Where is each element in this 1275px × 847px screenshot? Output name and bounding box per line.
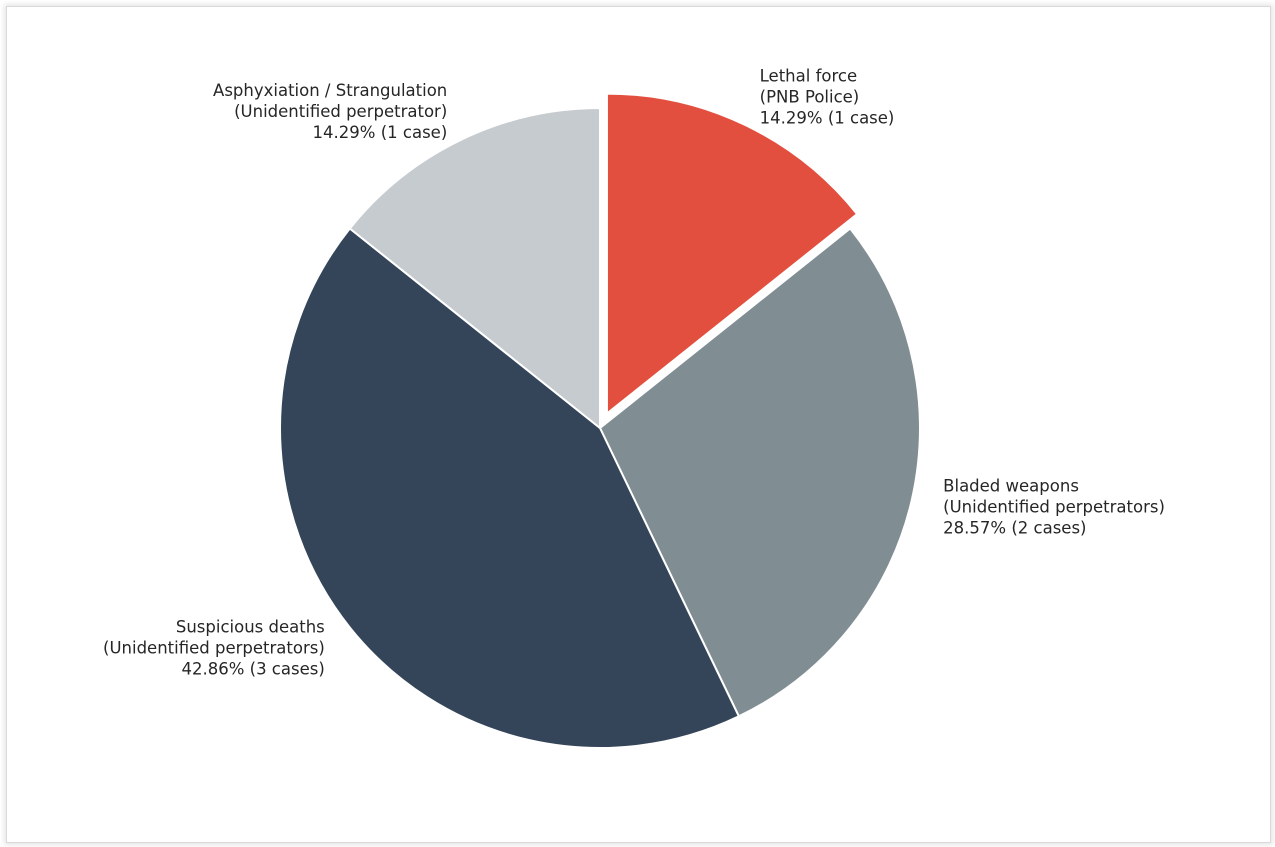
pie-slice-2: [599, 227, 921, 718]
pie-label-4: Asphyxiation / Strangulation (Unidentifie…: [213, 81, 447, 142]
pie-label-3-line-1: Suspicious deaths: [176, 617, 325, 636]
pie-label-2: Bladed weapons (Unidentified perpetrators…: [943, 476, 1165, 537]
pie-label-1: Lethal force (PNB Police) 14.29% (1 case): [760, 66, 895, 127]
pie-label-1-line-2: (PNB Police): [760, 87, 860, 106]
pie-slice-4: [348, 107, 601, 429]
pie-label-2-line-3: 28.57% (2 cases): [943, 518, 1086, 537]
pie-label-4-line-1: Asphyxiation / Strangulation: [213, 81, 447, 100]
pie-slice-3: [279, 227, 740, 749]
pie-label-3-line-2: (Unidentified perpetrators): [103, 638, 325, 657]
pie-label-1-line-1: Lethal force: [760, 66, 857, 85]
pie-label-3: Suspicious deaths (Unidentified perpetrat…: [103, 617, 325, 678]
pie-slices: [279, 92, 921, 749]
pie-label-2-line-1: Bladed weapons: [943, 476, 1079, 495]
pie-label-3-line-3: 42.86% (3 cases): [181, 659, 324, 678]
pie-label-1-line-3: 14.29% (1 case): [760, 108, 895, 127]
pie-label-4-line-2: (Unidentified perpetrator): [234, 102, 447, 121]
pie-label-4-line-3: 14.29% (1 case): [313, 123, 448, 142]
pie-label-2-line-2: (Unidentified perpetrators): [943, 497, 1165, 516]
pie-slice-1: [605, 92, 859, 415]
pie-labels: Lethal force (PNB Police) 14.29% (1 case) B…: [103, 66, 1165, 678]
